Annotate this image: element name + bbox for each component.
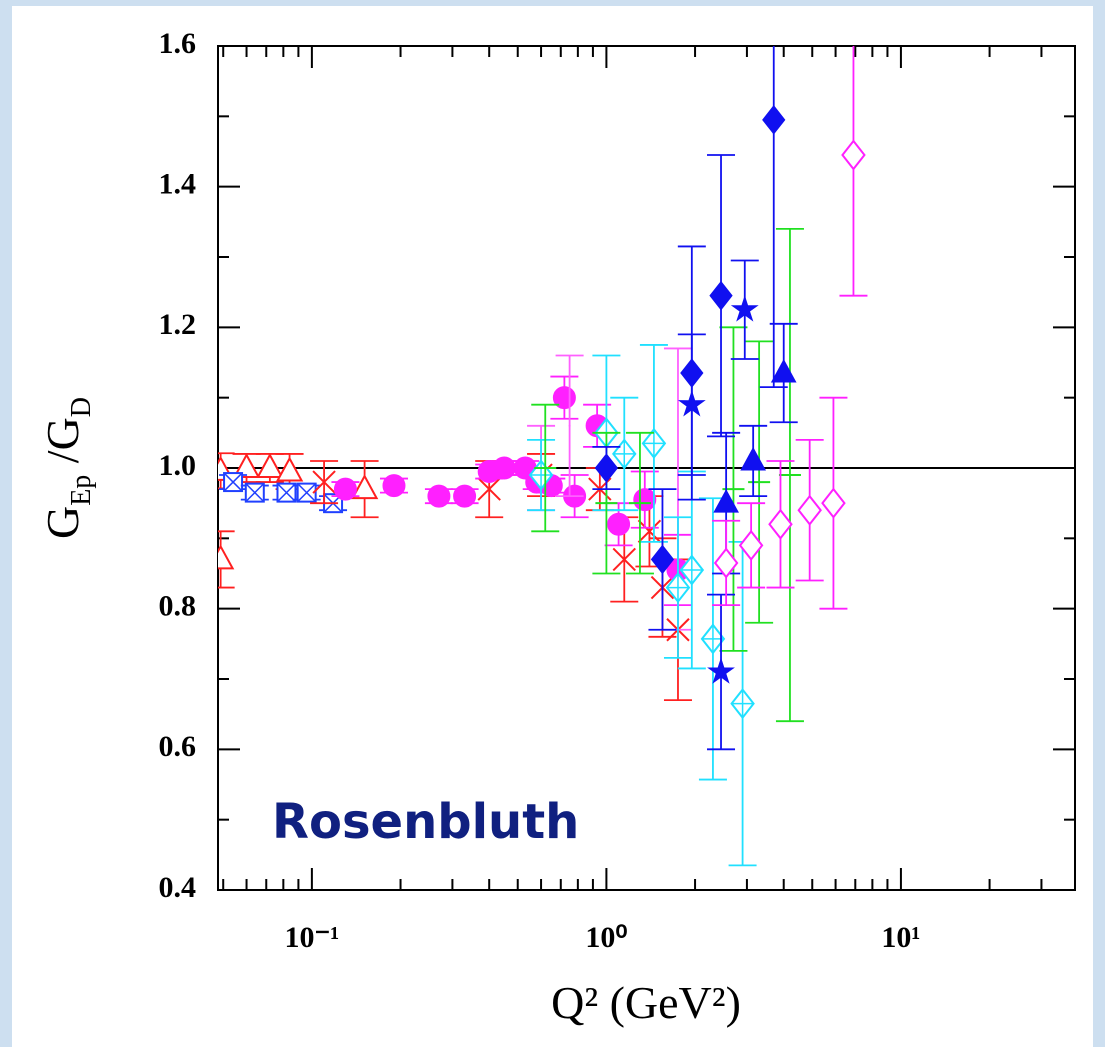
marker bbox=[594, 453, 619, 483]
marker-detail bbox=[666, 573, 689, 602]
y-label-sub: Ep bbox=[66, 475, 97, 506]
marker bbox=[256, 452, 284, 478]
x-axis-label: Q² (GeV²) bbox=[551, 977, 741, 1028]
marker bbox=[738, 529, 764, 561]
marker bbox=[477, 477, 501, 501]
marker bbox=[841, 139, 866, 171]
marker-detail bbox=[731, 689, 754, 718]
y-label-main: /G bbox=[37, 417, 88, 475]
marker bbox=[713, 489, 739, 513]
y-tick-label: 1.2 bbox=[159, 308, 197, 341]
x-tick-label: 10¹ bbox=[881, 921, 920, 954]
marker-detail bbox=[680, 555, 703, 584]
marker bbox=[730, 295, 759, 322]
marker-detail bbox=[245, 483, 265, 503]
marker bbox=[709, 280, 733, 311]
data-area bbox=[218, 46, 868, 867]
marker bbox=[312, 470, 336, 494]
marker bbox=[350, 474, 379, 500]
marker bbox=[275, 456, 304, 482]
marker bbox=[768, 508, 793, 540]
panel bbox=[12, 6, 1093, 1047]
marker bbox=[762, 105, 786, 135]
marker bbox=[650, 544, 675, 575]
marker-detail bbox=[642, 429, 665, 458]
marker bbox=[218, 544, 235, 570]
marker bbox=[607, 512, 631, 536]
y-tick-label: 0.8 bbox=[159, 590, 197, 623]
x-tick-label: 10⁰ bbox=[585, 921, 627, 954]
marker bbox=[707, 657, 735, 684]
marker bbox=[232, 452, 261, 478]
y-tick-label: 1.4 bbox=[159, 168, 197, 201]
marker bbox=[740, 446, 767, 471]
marker bbox=[333, 477, 357, 501]
y-tick-label: 1.0 bbox=[159, 449, 197, 482]
marker bbox=[427, 484, 451, 508]
marker bbox=[713, 547, 739, 579]
marker bbox=[797, 494, 822, 526]
x-tick-label: 10⁻¹ bbox=[284, 921, 339, 954]
marker bbox=[821, 487, 846, 519]
marker-detail bbox=[530, 461, 553, 490]
marker bbox=[770, 359, 797, 383]
marker-detail bbox=[613, 439, 636, 468]
marker-detail bbox=[276, 483, 297, 503]
y-label-sub: D bbox=[66, 397, 97, 417]
y-tick-label: 1.6 bbox=[159, 27, 197, 60]
marker bbox=[453, 484, 477, 508]
y-tick-label: 0.6 bbox=[159, 730, 197, 763]
y-label-main: G bbox=[37, 506, 88, 539]
y-tick-label: 0.4 bbox=[159, 871, 197, 904]
marker bbox=[633, 488, 657, 512]
marker-detail bbox=[223, 472, 243, 492]
marker bbox=[612, 547, 636, 572]
marker bbox=[677, 390, 706, 417]
marker bbox=[382, 474, 406, 498]
y-axis-label: GEp /GD bbox=[37, 397, 97, 539]
annotation: Rosenbluth bbox=[272, 794, 579, 850]
marker-detail bbox=[297, 483, 317, 503]
